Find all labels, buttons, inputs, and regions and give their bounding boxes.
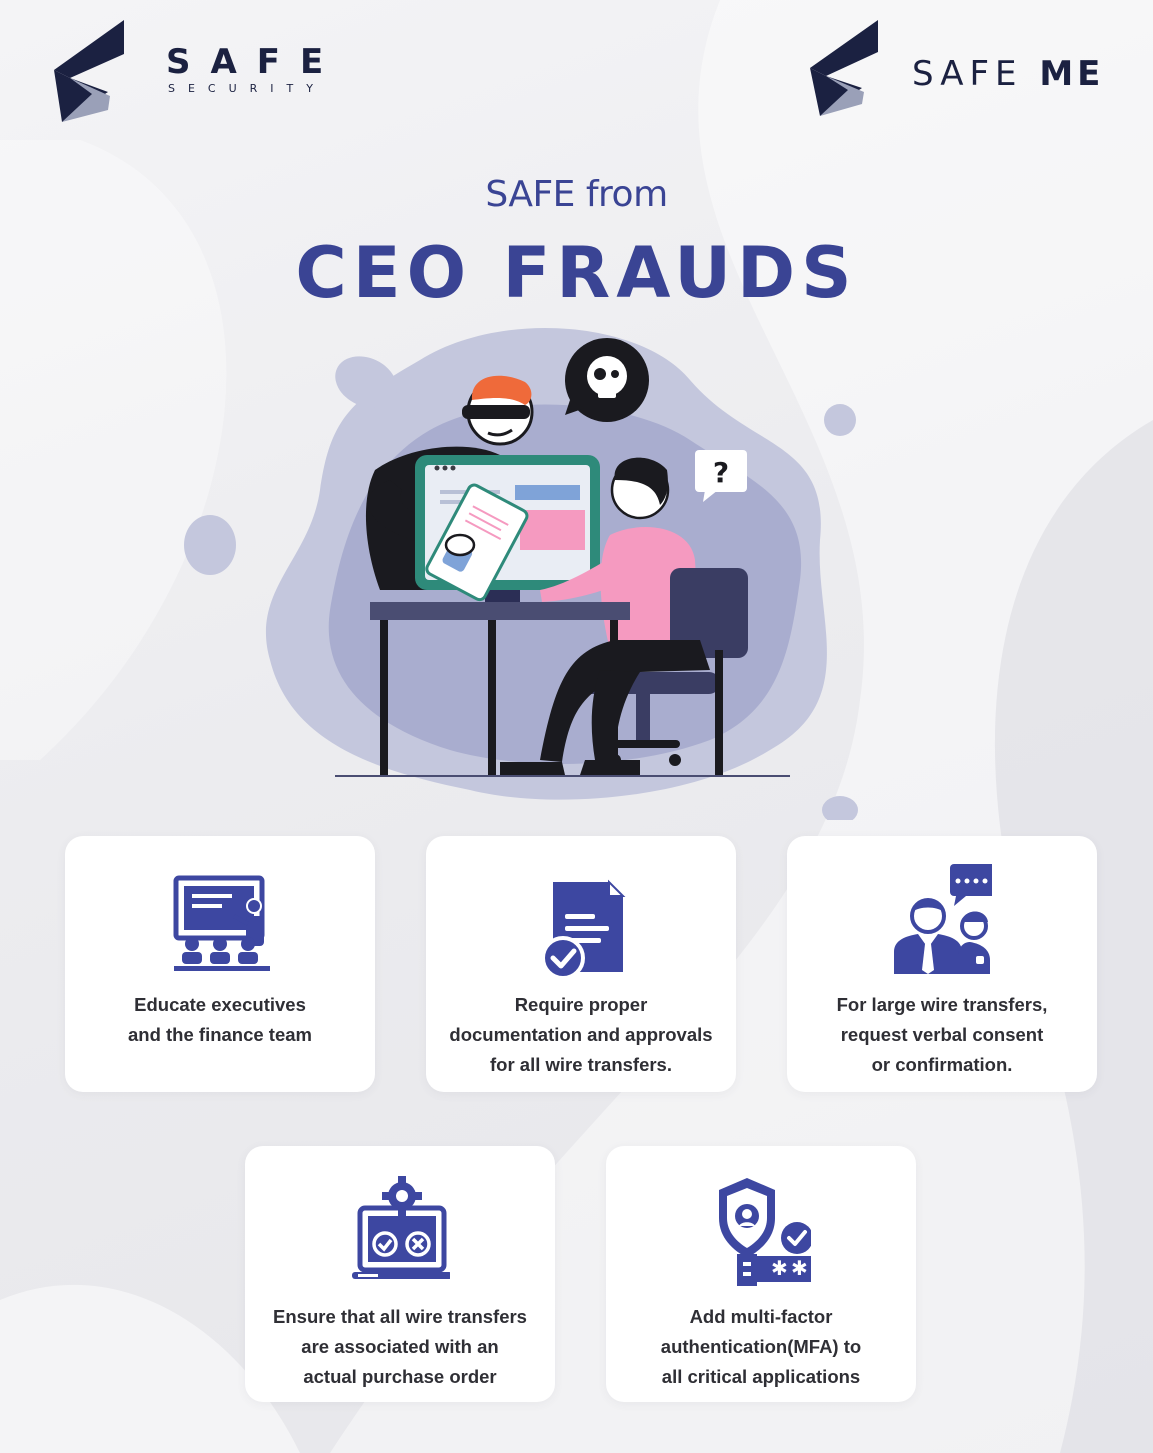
- verbal-consent-icon: [894, 864, 992, 974]
- heading-title: CEO FRAUDS: [295, 232, 858, 314]
- safe-security-logo: SAFE SECURITY: [48, 20, 348, 124]
- tip-text: Add multi-factor authentication(MFA) to …: [660, 1306, 862, 1387]
- laptop-gear-check-icon: [352, 1176, 450, 1279]
- question-mark-label: ?: [713, 456, 729, 489]
- logo-safe-word: SAFE: [166, 42, 344, 82]
- tip-text: Ensure that all wire transfers are assoc…: [273, 1306, 527, 1387]
- safe-me-s-mark-icon: [810, 20, 878, 116]
- safe-me-logo: SAFE ME: [806, 20, 1116, 120]
- tip-card-educate: Educate executives and the finance team: [65, 836, 375, 1092]
- logo-safe-me-word: SAFE ME: [912, 54, 1104, 94]
- presentation-board-icon: [173, 875, 270, 971]
- approved-document-icon: [541, 879, 626, 980]
- tip-card-purchase-order: Ensure that all wire transfers are assoc…: [245, 1146, 555, 1402]
- shield-key-mfa-icon: ✱ ✱: [719, 1178, 811, 1286]
- logo-security-word: SECURITY: [168, 82, 326, 95]
- tip-card-documentation: Require proper documentation and approva…: [426, 836, 736, 1092]
- tip-card-mfa: ✱ ✱ Add multi-factor authentication(MFA)…: [606, 1146, 916, 1402]
- svg-text:✱: ✱: [771, 1256, 788, 1280]
- tip-card-verbal-consent: For large wire transfers, request verbal…: [787, 836, 1097, 1092]
- heading-subtitle: SAFE from: [485, 174, 668, 215]
- logo-safe-part: SAFE: [912, 54, 1023, 94]
- ceo-fraud-illustration: ?: [184, 327, 858, 820]
- tip-text: Educate executives and the finance team: [127, 994, 312, 1045]
- svg-text:✱: ✱: [791, 1256, 808, 1280]
- tip-text: Require proper documentation and approva…: [449, 994, 713, 1075]
- logo-me-part: ME: [1039, 54, 1105, 94]
- tip-text: For large wire transfers, request verbal…: [836, 994, 1048, 1075]
- safe-s-mark-icon: [54, 20, 124, 122]
